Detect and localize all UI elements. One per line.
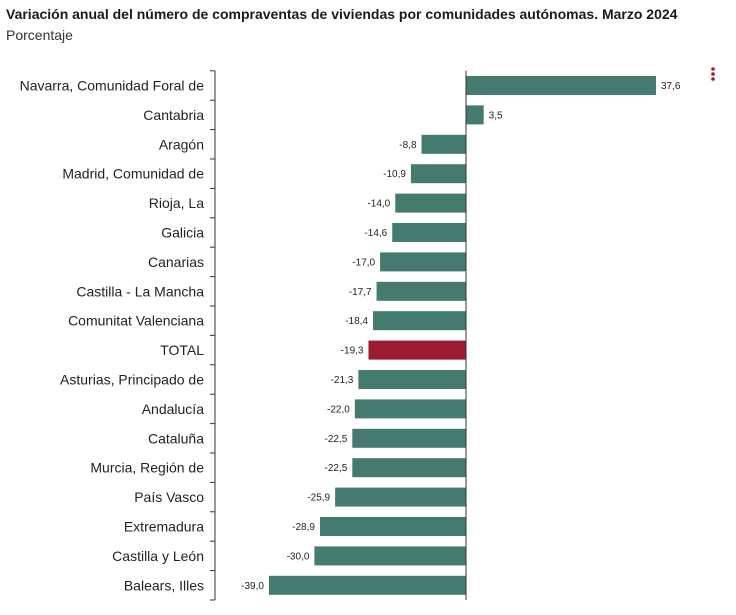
category-label-madrid-comunidad-de: Madrid, Comunidad de: [62, 166, 204, 182]
chart-subtitle: Porcentaje: [6, 27, 73, 43]
bar-asturias-principado-de[interactable]: [358, 370, 466, 389]
bar-extremadura[interactable]: [319, 517, 466, 536]
bar-galicia[interactable]: [392, 223, 466, 242]
value-label-extremadura: -28,9: [292, 522, 315, 533]
category-label-cataluna: Cataluña: [148, 430, 204, 446]
category-label-castilla-la-mancha: Castilla - La Mancha: [76, 283, 204, 299]
value-label-castilla-la-mancha: -17,7: [349, 287, 372, 298]
category-label-aragon: Aragón: [159, 136, 204, 152]
value-label-comunitat-valenciana: -18,4: [345, 316, 368, 327]
value-label-galicia: -14,6: [364, 228, 387, 239]
value-label-murcia-region-de: -22,5: [325, 463, 348, 474]
kebab-menu-icon[interactable]: [706, 66, 720, 84]
bar-aragon[interactable]: [421, 134, 466, 154]
bar-castilla-y-leon[interactable]: [314, 546, 466, 566]
category-label-cantabria: Cantabria: [143, 107, 204, 123]
value-label-rioja-la: -14,0: [367, 199, 390, 210]
bar-total[interactable]: [368, 340, 466, 360]
category-label-canarias: Canarias: [148, 254, 204, 270]
bar-canarias[interactable]: [380, 252, 466, 272]
bar-pais-vasco[interactable]: [335, 487, 466, 507]
value-label-pais-vasco: -25,9: [307, 493, 330, 504]
category-label-total: TOTAL: [160, 342, 204, 358]
bar-navarra-comunidad-foral-de[interactable]: [466, 76, 656, 95]
bar-rioja-la[interactable]: [395, 193, 466, 213]
category-label-balears-illes: Balears, Illes: [124, 577, 204, 593]
value-label-canarias: -17,0: [352, 257, 375, 268]
value-label-aragon: -8,8: [399, 140, 417, 151]
category-label-castilla-y-leon: Castilla y León: [112, 548, 204, 564]
bar-comunitat-valenciana[interactable]: [373, 311, 466, 331]
category-label-murcia-region-de: Murcia, Región de: [90, 460, 204, 476]
bar-cantabria[interactable]: [466, 105, 484, 125]
value-label-andalucia: -22,0: [327, 404, 350, 415]
bar-madrid-comunidad-de[interactable]: [410, 164, 466, 184]
bar-cataluna[interactable]: [352, 428, 466, 448]
value-label-madrid-comunidad-de: -10,9: [383, 169, 406, 180]
category-label-navarra-comunidad-foral-de: Navarra, Comunidad Foral de: [20, 78, 205, 94]
value-label-cataluna: -22,5: [325, 434, 348, 445]
chart-title: Variación anual del número de compravent…: [6, 6, 678, 22]
value-label-cantabria: 3,5: [489, 110, 503, 121]
category-label-galicia: Galicia: [161, 225, 204, 241]
category-label-andalucia: Andalucía: [142, 401, 204, 417]
value-label-total: -19,3: [341, 346, 364, 357]
category-label-pais-vasco: País Vasco: [134, 489, 204, 505]
category-label-asturias-principado-de: Asturias, Principado de: [60, 372, 204, 388]
bar-murcia-region-de[interactable]: [352, 458, 466, 478]
value-label-castilla-y-leon: -30,0: [287, 551, 310, 562]
category-label-extremadura: Extremadura: [124, 519, 204, 535]
value-label-balears-illes: -39,0: [241, 581, 264, 592]
bar-andalucia[interactable]: [354, 399, 466, 419]
bar-castilla-la-mancha[interactable]: [376, 281, 466, 301]
value-label-navarra-comunidad-foral-de: 37,6: [661, 81, 681, 92]
bar-balears-illes[interactable]: [268, 575, 466, 595]
category-label-comunitat-valenciana: Comunitat Valenciana: [68, 313, 204, 329]
value-label-asturias-principado-de: -21,3: [331, 375, 354, 386]
category-label-rioja-la: Rioja, La: [149, 195, 204, 211]
